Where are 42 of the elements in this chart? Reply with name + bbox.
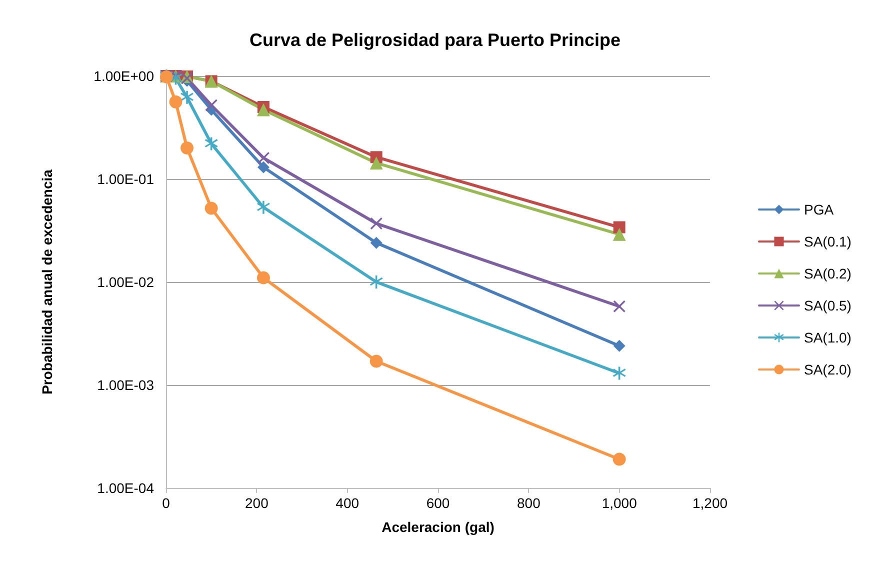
- x-axis-title: Aceleracion (gal): [382, 519, 494, 535]
- point: [370, 156, 383, 170]
- y-axis-title: Probabilidad anual de excedencia: [39, 169, 55, 394]
- point: [613, 300, 626, 312]
- y-tick-label: 1.00E-02: [97, 274, 154, 290]
- point: [370, 217, 382, 230]
- point: [205, 99, 218, 112]
- point: [612, 452, 626, 466]
- y-tick-label: 1.00E-03: [97, 377, 154, 393]
- chart-title: Curva de Peligrosidad para Puerto Principe: [249, 30, 621, 50]
- x-tick-label: 1,000: [602, 495, 638, 511]
- point: [257, 161, 270, 174]
- y-tick-label: 1.00E+00: [94, 68, 154, 84]
- legend-label: PGA: [804, 202, 834, 218]
- legend-label: SA(2.0): [804, 362, 852, 378]
- point: [370, 236, 382, 249]
- y-tick-label: 1.00E-01: [97, 171, 154, 187]
- x-tick-label: 1,200: [692, 495, 728, 511]
- x-tick-label: 0: [162, 495, 170, 511]
- point: [256, 271, 270, 284]
- point: [180, 141, 194, 154]
- x-tick-label: 200: [244, 495, 269, 511]
- x-tick-label: 800: [516, 495, 541, 511]
- y-tick-label: 1.00E-04: [97, 480, 154, 496]
- point: [370, 276, 383, 288]
- point: [370, 354, 383, 368]
- point: [612, 228, 626, 241]
- legend-label: SA(0.1): [804, 234, 852, 250]
- legend-label: SA(0.5): [804, 298, 852, 314]
- legend-label: SA(1.0): [804, 330, 852, 346]
- point: [613, 340, 626, 352]
- point: [256, 200, 270, 214]
- x-tick-label: 400: [336, 495, 360, 511]
- point: [180, 90, 194, 104]
- point: [256, 103, 270, 116]
- point: [204, 202, 218, 215]
- point: [204, 137, 218, 150]
- legend-label: SA(0.2): [804, 266, 852, 282]
- point: [169, 95, 182, 108]
- x-tick-label: 600: [426, 495, 450, 511]
- point: [612, 366, 626, 380]
- point: [257, 152, 270, 164]
